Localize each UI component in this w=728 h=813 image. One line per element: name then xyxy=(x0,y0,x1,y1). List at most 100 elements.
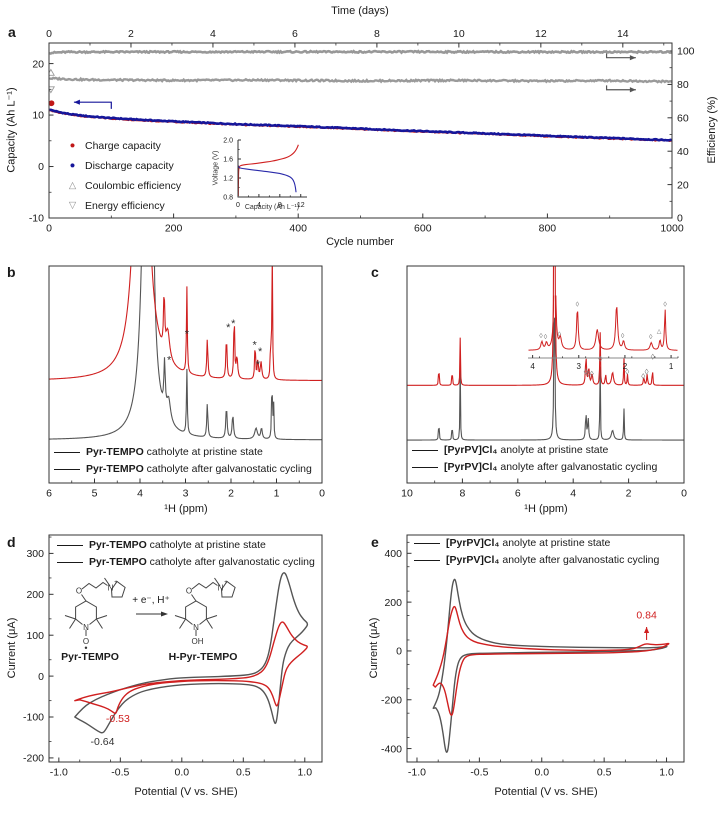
annotation-text: * xyxy=(253,339,258,351)
annotation-text: ◊ xyxy=(641,372,645,381)
tick-label: 400 xyxy=(384,548,402,560)
tick-label: 0 xyxy=(396,646,402,658)
chart-c-inset: 4 3 2 1◊ ◊ ◊◊◊ ◊◊△ xyxy=(528,295,679,371)
tick-label: 0 xyxy=(681,488,687,500)
axis-ticks: 0 4 8 12 xyxy=(236,194,305,209)
cycled-nmr-spectrum xyxy=(49,266,322,382)
tick-label: 60 xyxy=(677,112,689,124)
axis-ticks: -200 -100 0 100 200 300 xyxy=(23,536,54,765)
plot-area xyxy=(528,295,678,351)
tick-label: 8 xyxy=(459,488,465,500)
annotation-text: * xyxy=(226,322,231,334)
tick-label: 200 xyxy=(384,597,402,609)
tick-label: -400 xyxy=(381,743,402,755)
cycled-nmr-spectrum xyxy=(407,266,684,386)
red-line-marker xyxy=(57,561,83,563)
legend-text: catholyte at pristine state xyxy=(146,539,266,551)
y-axis-title: Current (μA) xyxy=(6,617,18,679)
tick-label: 1 xyxy=(669,362,674,371)
inset-x-title: Capacity (Ah L⁻¹) xyxy=(244,204,300,211)
chart-b: 6 5 4 3 2 1 0*** **** xyxy=(46,265,325,500)
chart-a-inset: 0 4 8 12 0.8 1.2 1.6 2.0 xyxy=(223,137,307,209)
x-axis-title: ¹H (ppm) xyxy=(524,503,568,515)
coulombic-efficiency-trace xyxy=(49,49,672,55)
annotation-text: ◊ xyxy=(584,368,588,377)
legend-pristine: [PyrPV]Cl₄ anolyte at pristine state xyxy=(412,444,608,456)
legend-label: [PyrPV]Cl₄ anolyte at pristine state xyxy=(446,537,610,549)
x-axis-title: ¹H (ppm) xyxy=(164,503,208,515)
energy-efficiency-trace xyxy=(49,76,672,84)
tick-label: 3 xyxy=(183,488,189,500)
tick-label: 800 xyxy=(539,223,557,235)
compound-name: [PyrPV]Cl₄ xyxy=(446,554,500,566)
legend-pristine: Pyr-TEMPO catholyte at pristine state xyxy=(54,446,263,458)
cycling-chart: 0 200 400 600 800 1000 0 2 4 6 8 10 12 14 -10 0 10 20 0 20 4… xyxy=(0,0,728,250)
tick-label: -0.5 xyxy=(470,767,488,779)
plot-area xyxy=(407,266,684,441)
panel-d: -1.0 -0.5 0.0 0.5 1.0 -200 -100 0 100 200 300 -0.53… xyxy=(0,520,364,813)
legend-cycled: [PyrPV]Cl₄ anolyte after galvanostatic c… xyxy=(414,554,659,566)
gray-line-marker xyxy=(412,449,438,451)
tick-label: 1.2 xyxy=(223,175,233,182)
cycled-cv-loop xyxy=(432,605,670,716)
tick-label: 1.0 xyxy=(659,767,674,779)
annotation-text: △ xyxy=(657,329,662,335)
tick-label: 0 xyxy=(236,202,240,209)
nmr-chart-anolyte: 10 8 6 4 2 0 ◊ ◊ ◊ ◊ ◊ ◊ ◊ ◊ 4 3 2 1 ◊ ◊ ◊ ◊ ◊ ◊ ◊ △ xyxy=(364,250,728,520)
tick-label: 5 xyxy=(92,488,98,500)
tick-label: -10 xyxy=(29,213,44,225)
tick-label: 0.0 xyxy=(175,767,190,779)
first-cycle-efficiency-outliers xyxy=(49,68,56,94)
panel-b: 6 5 4 3 2 1 0 * * * * * * * b ¹H (ppm) Pyr-TEMPO cath… xyxy=(0,250,364,520)
gray-line-marker xyxy=(54,451,80,453)
legend-text: anolyte after galvanostatic cycling xyxy=(499,554,660,566)
y-axis-title: Current (μA) xyxy=(368,617,380,679)
left-axis-title: Capacity (Ah L⁻¹) xyxy=(5,87,18,173)
tick-label: 12 xyxy=(297,202,305,209)
tick-label: -200 xyxy=(381,694,402,706)
compound-name: Pyr-TEMPO xyxy=(86,463,144,475)
tick-label: -1.0 xyxy=(408,767,426,779)
tick-label: 3 xyxy=(577,362,582,371)
pristine-nmr-spectrum xyxy=(407,317,684,441)
axis-ticks: 6 5 4 3 2 1 0 xyxy=(46,478,325,500)
legend-label: Pyr-TEMPO catholyte at pristine state xyxy=(89,539,266,551)
tick-label: 10 xyxy=(32,110,44,122)
legend-coulombic-efficiency: △ Coulombic efficiency xyxy=(67,180,181,192)
plot-area xyxy=(432,578,670,753)
inset-cycled-nmr xyxy=(528,295,678,351)
chart-d: -1.0 -0.5 0.0 0.5 1.0 -200 -100 0 100 200 300 -0.53… xyxy=(23,534,323,779)
triangle-down-icon: ▽ xyxy=(68,200,77,212)
axis-ticks: 0 200 400 600 800 1000 xyxy=(46,213,684,235)
tick-label: 80 xyxy=(677,79,689,91)
tick-label: 2 xyxy=(128,28,134,40)
compound-name: Pyr-TEMPO xyxy=(89,539,147,551)
legend-label: Pyr-TEMPO catholyte after galvanostatic … xyxy=(89,556,315,568)
compound-name: [PyrPV]Cl₄ xyxy=(446,537,500,549)
tick-label: 300 xyxy=(26,548,44,560)
axis-ticks: 0 2 4 6 8 10 12 14 xyxy=(46,28,665,48)
tick-label: 0 xyxy=(38,161,44,173)
tick-label: 10 xyxy=(453,28,465,40)
axis-ticks: -1.0 -0.5 0.0 0.5 1.0 xyxy=(406,757,674,779)
tick-label: 4 xyxy=(210,28,216,40)
tick-label: 0 xyxy=(46,223,52,235)
top-axis-title: Time (days) xyxy=(331,5,389,17)
annotation-text: ◊ xyxy=(576,301,580,308)
legend-label: Pyr-TEMPO catholyte after galvanostatic … xyxy=(86,463,312,475)
compound-name: Pyr-TEMPO xyxy=(86,446,144,458)
inset-y-title: Voltage (V) xyxy=(212,150,220,186)
legend-cycled: Pyr-TEMPO catholyte after galvanostatic … xyxy=(54,463,312,475)
axis-ticks: 10 8 6 4 2 0 xyxy=(401,478,687,500)
axis-ticks: -1.0 -0.5 0.0 0.5 1.0 xyxy=(48,757,312,779)
nmr-chart-catholyte: 6 5 4 3 2 1 0 * * * * * * * xyxy=(0,250,364,520)
plot-area xyxy=(74,572,309,734)
tick-label: -1.0 xyxy=(50,767,68,779)
chart-c: 10 8 6 4 2 0◊◊ ◊◊◊ ◊ ◊◊ xyxy=(401,265,687,500)
tick-label: 4 xyxy=(530,362,535,371)
annotation-text: * xyxy=(256,359,261,371)
annotation-text: * xyxy=(231,318,236,330)
tick-label: 4 xyxy=(137,488,143,500)
tick-label: 1.0 xyxy=(297,767,312,779)
